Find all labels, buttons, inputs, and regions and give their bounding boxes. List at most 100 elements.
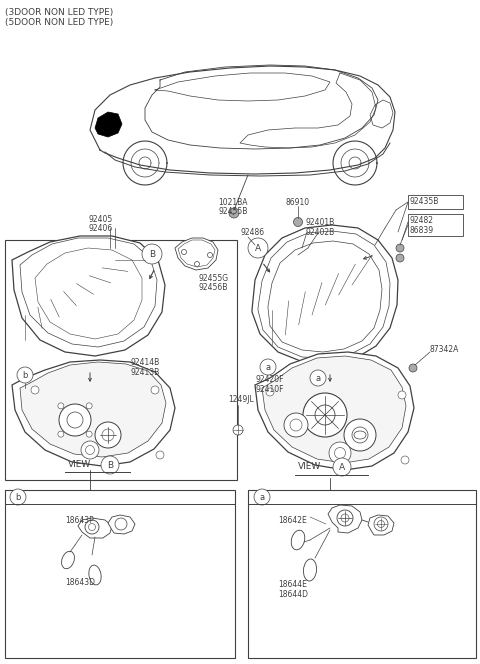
Circle shape xyxy=(409,364,417,372)
Text: a: a xyxy=(259,493,264,501)
Polygon shape xyxy=(35,248,142,339)
Circle shape xyxy=(341,514,349,522)
Polygon shape xyxy=(20,362,166,457)
Text: 92405: 92405 xyxy=(88,215,112,224)
Ellipse shape xyxy=(303,559,316,581)
Text: 92455G: 92455G xyxy=(198,274,228,283)
Circle shape xyxy=(290,419,302,431)
Ellipse shape xyxy=(291,530,305,550)
Circle shape xyxy=(398,391,406,399)
Circle shape xyxy=(396,254,404,262)
Bar xyxy=(5,490,235,658)
Circle shape xyxy=(31,386,39,394)
Circle shape xyxy=(85,520,99,534)
Circle shape xyxy=(85,446,95,454)
Text: 18642E: 18642E xyxy=(278,516,307,525)
Text: VIEW: VIEW xyxy=(298,462,321,471)
Bar xyxy=(408,195,463,209)
Polygon shape xyxy=(78,518,112,538)
Text: 86839: 86839 xyxy=(410,226,434,235)
Circle shape xyxy=(115,518,127,530)
Circle shape xyxy=(266,388,274,396)
Circle shape xyxy=(233,425,243,435)
Text: a: a xyxy=(315,373,321,382)
Circle shape xyxy=(229,208,239,218)
Text: b: b xyxy=(22,371,28,380)
Circle shape xyxy=(86,403,92,409)
Text: 87342A: 87342A xyxy=(430,345,459,354)
Circle shape xyxy=(86,431,92,437)
Text: 1249JL: 1249JL xyxy=(228,395,254,404)
Circle shape xyxy=(260,359,276,375)
Ellipse shape xyxy=(61,551,74,568)
Text: 92402B: 92402B xyxy=(305,228,334,237)
Text: B: B xyxy=(149,250,155,258)
Circle shape xyxy=(344,419,376,451)
Bar xyxy=(5,240,237,480)
Circle shape xyxy=(59,404,91,436)
Text: B: B xyxy=(107,461,113,469)
Text: 92455B: 92455B xyxy=(218,207,247,216)
Circle shape xyxy=(181,250,187,254)
Polygon shape xyxy=(108,515,135,534)
Text: 92401B: 92401B xyxy=(305,218,334,227)
Text: 1021BA: 1021BA xyxy=(218,198,248,207)
Text: 86910: 86910 xyxy=(285,198,309,207)
Circle shape xyxy=(10,489,26,505)
Circle shape xyxy=(374,517,388,531)
Text: 92420F: 92420F xyxy=(255,375,284,384)
Text: 92413B: 92413B xyxy=(130,368,159,377)
Polygon shape xyxy=(12,236,165,356)
Bar xyxy=(408,214,463,236)
Polygon shape xyxy=(175,238,218,270)
Text: 18644D: 18644D xyxy=(278,590,308,599)
Polygon shape xyxy=(252,225,398,364)
Circle shape xyxy=(337,510,353,526)
Circle shape xyxy=(284,413,308,437)
Circle shape xyxy=(207,252,213,258)
Text: 92414B: 92414B xyxy=(130,358,159,367)
Circle shape xyxy=(252,244,262,252)
Polygon shape xyxy=(178,240,215,267)
Circle shape xyxy=(81,441,99,459)
Ellipse shape xyxy=(354,431,366,439)
Polygon shape xyxy=(328,505,362,533)
Circle shape xyxy=(335,448,346,459)
Polygon shape xyxy=(20,238,157,347)
Circle shape xyxy=(58,403,64,409)
Text: (3DOOR NON LED TYPE): (3DOOR NON LED TYPE) xyxy=(5,8,113,17)
Circle shape xyxy=(293,218,302,226)
Circle shape xyxy=(401,456,409,464)
Circle shape xyxy=(310,370,326,386)
Circle shape xyxy=(352,427,368,443)
Text: 18644E: 18644E xyxy=(278,580,307,589)
Text: 18643P: 18643P xyxy=(65,516,94,525)
Text: b: b xyxy=(15,493,21,501)
Text: 92482: 92482 xyxy=(410,216,434,225)
Text: VIEW: VIEW xyxy=(68,460,91,469)
Text: A: A xyxy=(339,463,345,471)
Circle shape xyxy=(151,386,159,394)
Text: (5DOOR NON LED TYPE): (5DOOR NON LED TYPE) xyxy=(5,18,113,27)
Circle shape xyxy=(95,422,121,448)
Circle shape xyxy=(315,405,335,425)
Circle shape xyxy=(17,367,33,383)
Text: 92486: 92486 xyxy=(240,228,264,237)
Polygon shape xyxy=(370,100,393,128)
Circle shape xyxy=(102,429,114,441)
Circle shape xyxy=(142,244,162,264)
Text: 92406: 92406 xyxy=(88,224,112,233)
Circle shape xyxy=(396,244,404,252)
Circle shape xyxy=(329,442,351,464)
Text: A: A xyxy=(255,244,261,252)
Circle shape xyxy=(303,393,347,437)
Bar xyxy=(248,490,476,658)
Circle shape xyxy=(377,521,384,527)
Text: 92410F: 92410F xyxy=(255,385,284,394)
Circle shape xyxy=(194,262,200,266)
Polygon shape xyxy=(12,360,175,466)
Circle shape xyxy=(58,431,64,437)
Circle shape xyxy=(156,451,164,459)
Polygon shape xyxy=(368,515,394,535)
Text: 18643D: 18643D xyxy=(65,578,95,587)
